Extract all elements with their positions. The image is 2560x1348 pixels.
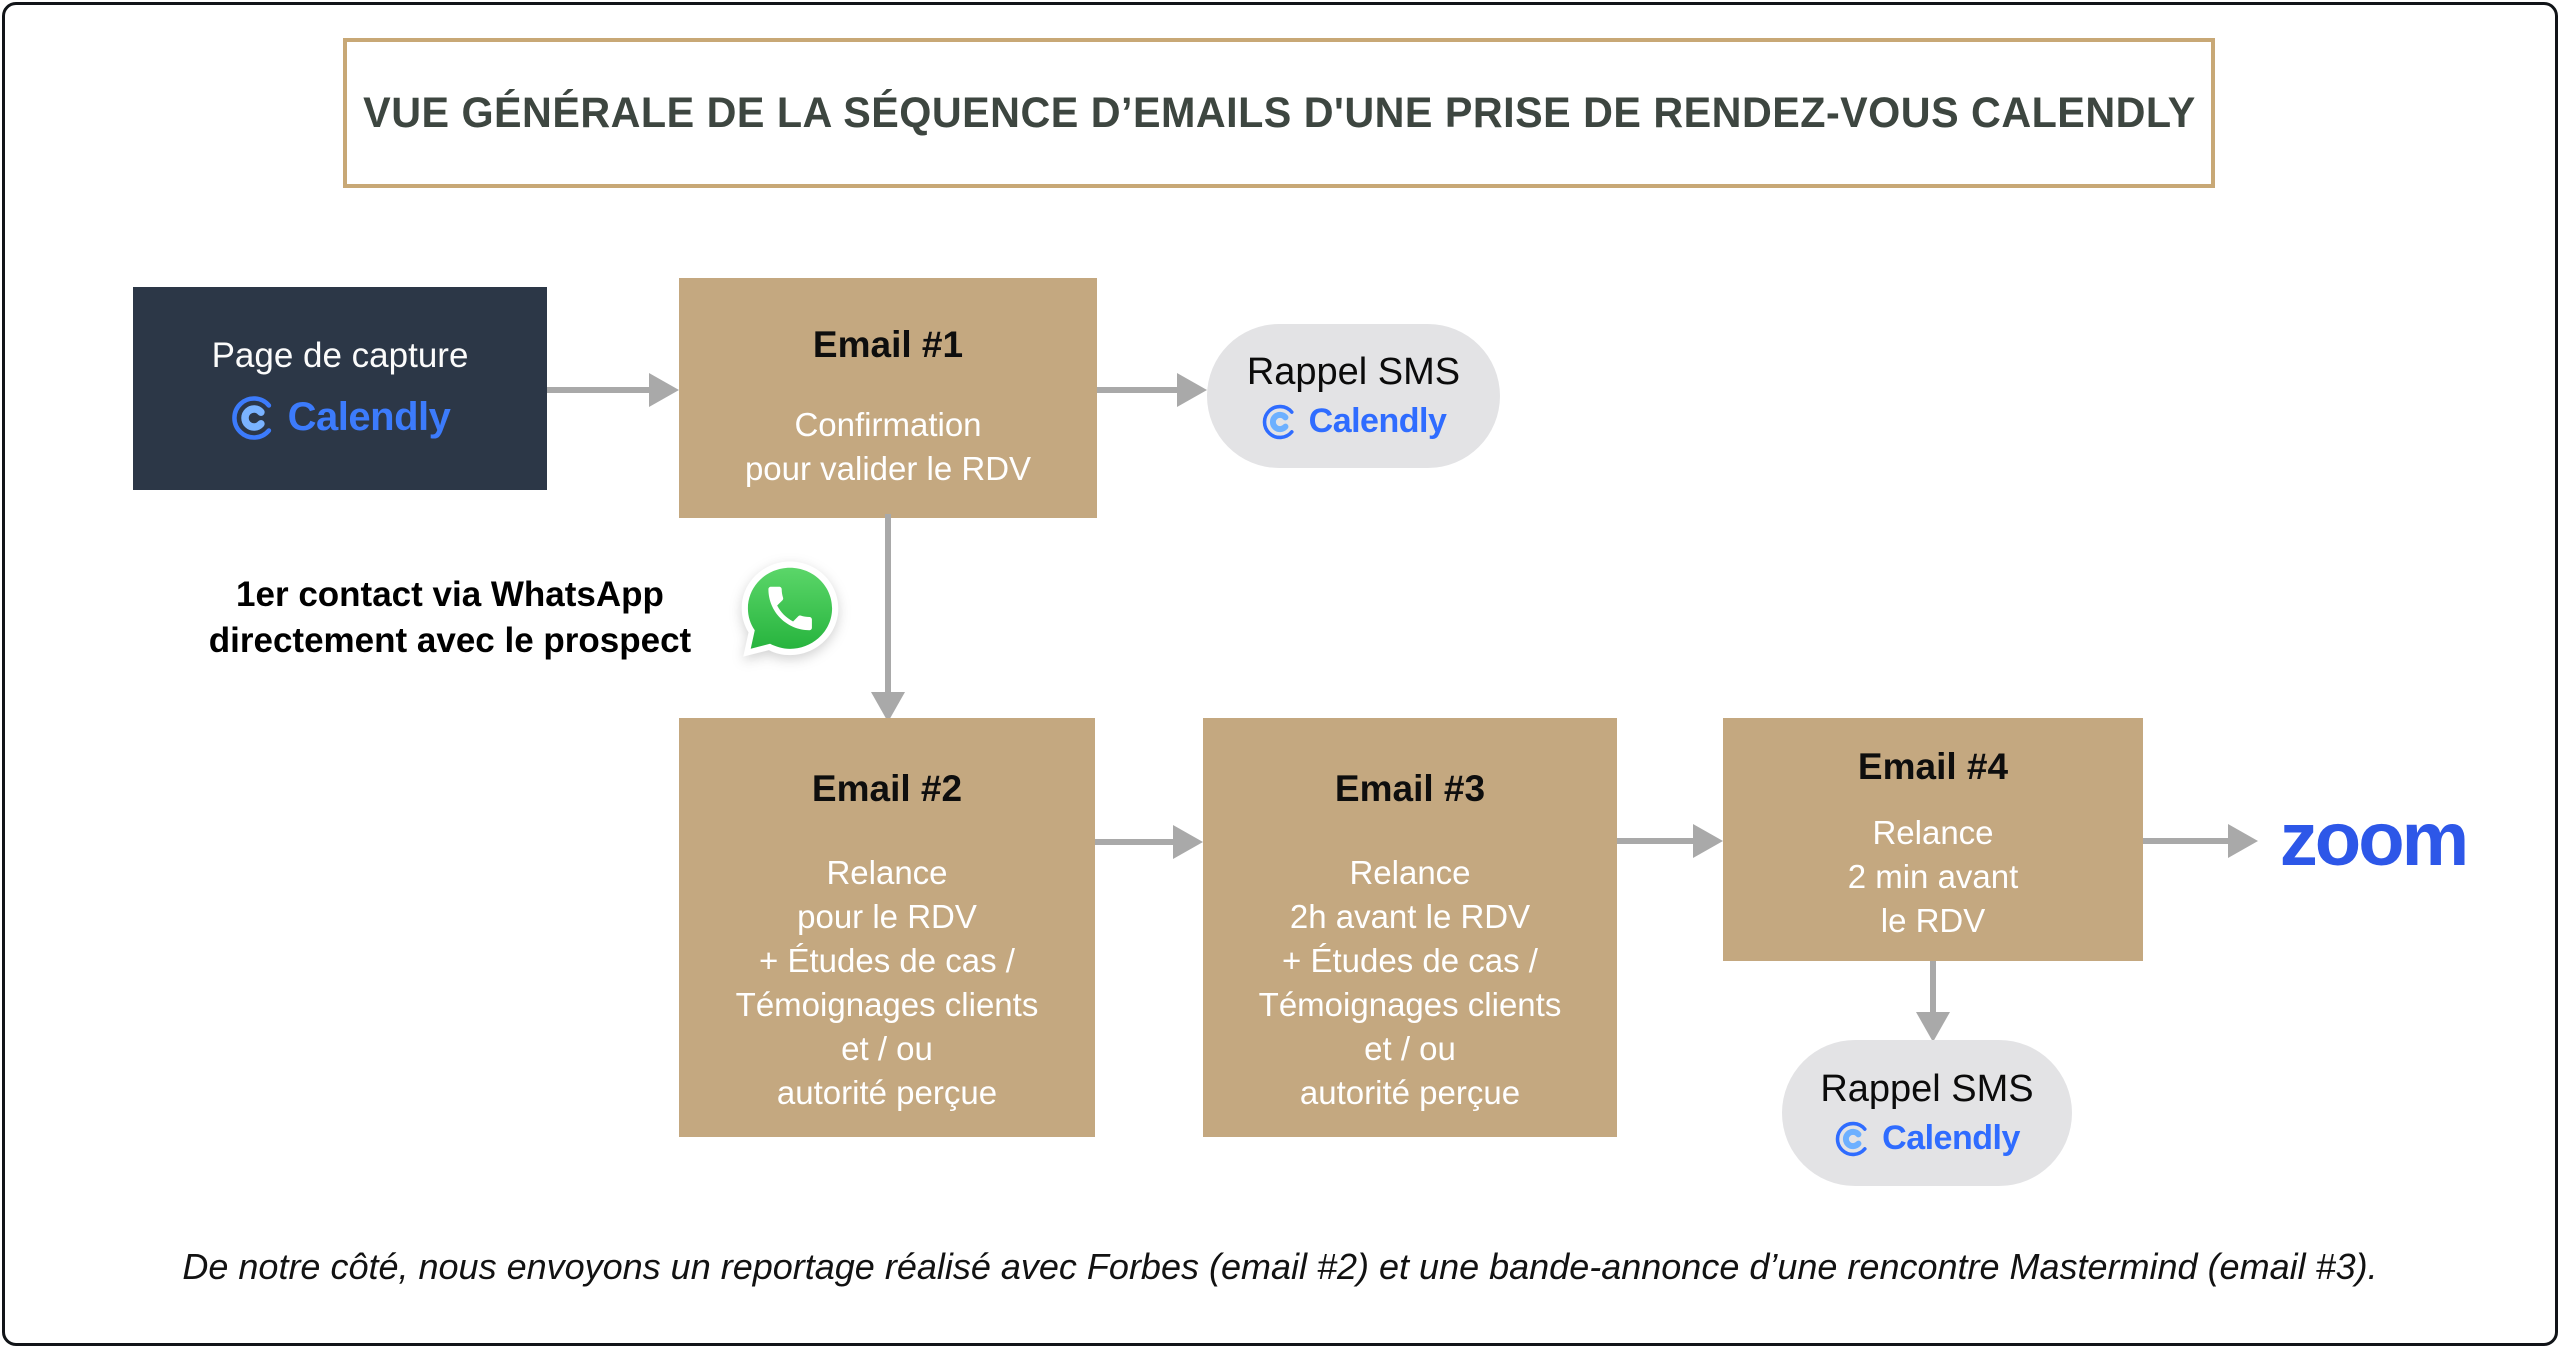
arrow-email2-to-email3-line xyxy=(1095,839,1173,845)
sms-bottom-label: Rappel SMS xyxy=(1820,1068,2034,1110)
arrow-email4-to-zoom-line xyxy=(2143,838,2228,844)
calendly-wordmark: Calendly xyxy=(287,395,451,439)
arrow-email3-to-email4-head xyxy=(1693,824,1723,858)
email4-box: Email #4 Relance 2 min avant le RDV xyxy=(1723,718,2143,961)
email3-body: Relance 2h avant le RDV + Études de cas … xyxy=(1258,854,1562,1111)
footnote: De notre côté, nous envoyons un reportag… xyxy=(182,1246,2378,1287)
arrow-email4-to-sms-line xyxy=(1930,961,1936,1012)
calendly-logo-small: Calendly xyxy=(1834,1119,2020,1158)
email4-title: Email #4 xyxy=(1857,746,2009,787)
arrow-email1-to-sms-line xyxy=(1097,387,1177,393)
email3-title: Email #3 xyxy=(1334,768,1486,809)
calendly-wordmark: Calendly xyxy=(1882,1119,2020,1157)
email2-body: Relance pour le RDV + Études de cas / Té… xyxy=(735,854,1039,1111)
email2-box: Email #2 Relance pour le RDV + Études de… xyxy=(679,718,1095,1137)
calendly-icon xyxy=(1835,1121,1867,1156)
whatsapp-note: 1er contact via WhatsApp directement ave… xyxy=(170,572,730,664)
page-title: VUE GÉNÉRALE DE LA SÉQUENCE D’EMAILS D'U… xyxy=(362,88,2196,137)
calendly-icon xyxy=(1262,404,1294,439)
calendly-logo: Calendly xyxy=(230,394,451,442)
email4-body: Relance 2 min avant le RDV xyxy=(1847,814,2019,939)
arrow-email4-to-zoom-head xyxy=(2228,824,2258,858)
capture-page-box: Page de capture Calendly xyxy=(133,287,547,490)
calendly-logo-small: Calendly xyxy=(1261,402,1447,441)
sms-reminder-bottom: Rappel SMS Calendly xyxy=(1782,1040,2072,1186)
arrow-capture-to-email1-line xyxy=(547,387,649,393)
email3-box: Email #3 Relance 2h avant le RDV + Étude… xyxy=(1203,718,1617,1137)
arrow-email1-to-email2-line xyxy=(885,514,891,692)
email2-title: Email #2 xyxy=(811,768,963,809)
whatsapp-note-line1: 1er contact via WhatsApp xyxy=(236,575,664,614)
email1-body: Confirmation pour valider le RDV xyxy=(744,406,1032,487)
arrow-email3-to-email4-line xyxy=(1617,838,1693,844)
sms-top-label: Rappel SMS xyxy=(1246,351,1461,393)
title-box: VUE GÉNÉRALE DE LA SÉQUENCE D’EMAILS D'U… xyxy=(343,38,2215,188)
whatsapp-icon xyxy=(741,561,839,657)
email1-title: Email #1 xyxy=(812,324,964,365)
zoom-logo: zoom xyxy=(2268,798,2478,882)
arrow-capture-to-email1-head xyxy=(649,373,679,407)
sms-reminder-top: Rappel SMS Calendly xyxy=(1207,324,1500,468)
email1-box: Email #1 Confirmation pour valider le RD… xyxy=(679,278,1097,518)
whatsapp-note-line2: directement avec le prospect xyxy=(208,621,692,660)
calendly-wordmark: Calendly xyxy=(1308,402,1447,440)
capture-page-label: Page de capture xyxy=(211,335,469,375)
arrow-email1-to-email2-head xyxy=(871,692,905,722)
calendly-icon xyxy=(231,395,271,440)
arrow-email2-to-email3-head xyxy=(1173,825,1203,859)
arrow-email4-to-sms-head xyxy=(1916,1012,1950,1042)
zoom-wordmark: zoom xyxy=(2279,797,2469,882)
arrow-email1-to-sms-head xyxy=(1177,373,1207,407)
